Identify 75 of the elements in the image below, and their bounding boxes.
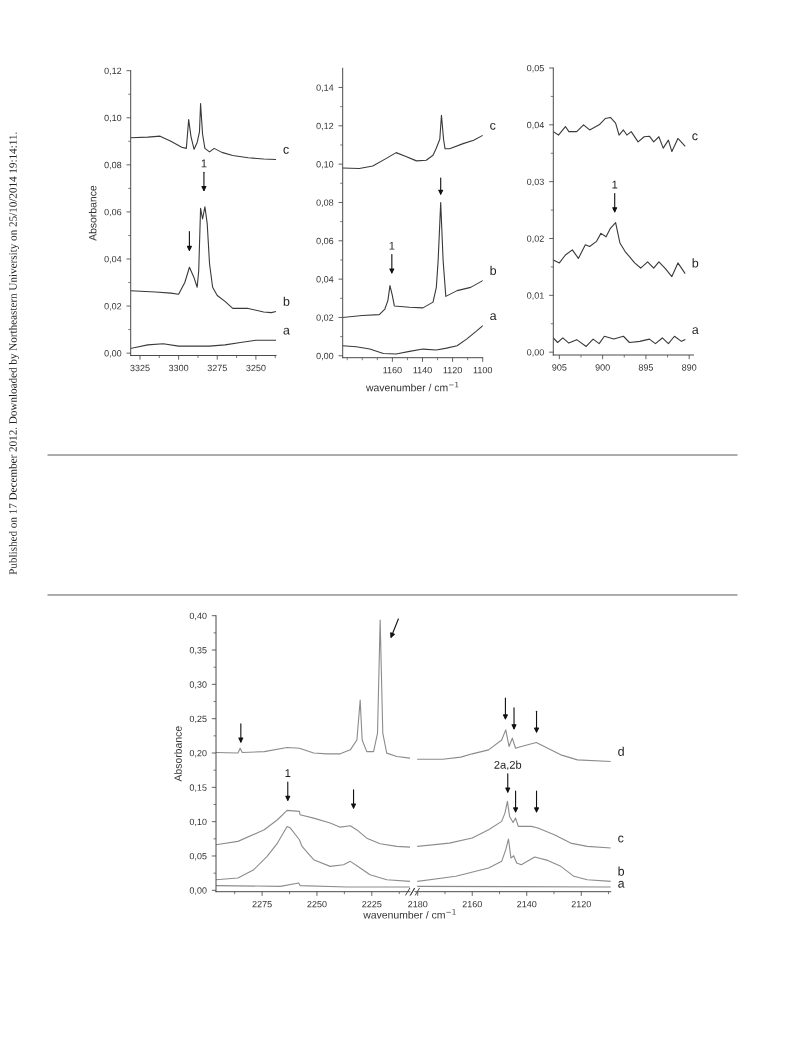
y-tick-label: 0,25 (189, 715, 207, 724)
text: Published on 17 December 2012. Downloaded by Northeastern University on 25/10/2014 19:14:11. (8, 132, 20, 575)
y-tick-label: 0,00 (527, 349, 544, 357)
x-tick-label: 2225 (362, 900, 382, 908)
y-tick-label: 0,04 (316, 276, 334, 284)
y-tick-label: 0,12 (316, 122, 334, 131)
y-tick-label: 0,02 (316, 314, 334, 322)
annotation: 1 (201, 159, 207, 168)
x-tick-label: 2140 (517, 900, 537, 908)
series-label: c (283, 146, 289, 154)
x-tick-label: 3300 (168, 364, 189, 372)
line-series (216, 619, 410, 759)
y-tick-label: 0,05 (527, 64, 544, 73)
y-tick-label: 0,04 (104, 255, 122, 264)
x-tick-label: 2250 (307, 900, 327, 908)
x-tick-label: 1160 (383, 366, 402, 374)
y-tick-label: 0,01 (527, 292, 544, 300)
y-tick-label: 0,06 (104, 208, 122, 217)
series-label: b (692, 258, 699, 268)
x-tick-label: 1140 (413, 366, 432, 374)
y-tick-label: 0,35 (189, 647, 207, 655)
x-tick-label: 2120 (571, 900, 591, 908)
y-tick-label: 0,04 (527, 121, 545, 130)
series-label: a (692, 327, 699, 335)
series-label: c (692, 133, 698, 141)
y-tick-label: 0,00 (189, 887, 207, 895)
y-tick-label: 0,10 (104, 114, 122, 123)
y-tick-label: 0,00 (104, 350, 122, 358)
series-label: c (490, 122, 496, 130)
y-tick-label: 0,20 (189, 749, 207, 758)
x-tick-label: 890 (682, 364, 697, 371)
series-label: d (618, 746, 624, 756)
x-tick-label: 3325 (130, 364, 150, 372)
x-tick-label: 2160 (462, 900, 482, 908)
y-tick-label: 0,05 (189, 852, 207, 861)
x-tick-label: 3275 (207, 364, 227, 372)
x-tick-label: 895 (638, 364, 654, 371)
annotation: 1 (612, 180, 618, 189)
y-tick-label: 0,08 (316, 199, 334, 207)
y-tick-label: 0,10 (316, 161, 334, 169)
y-tick-label: 0,15 (189, 784, 207, 792)
y-tick-label: 0,08 (104, 161, 122, 170)
x-tick-label: 3250 (246, 364, 266, 372)
x-tick-label: 2275 (252, 900, 272, 908)
series-label: a (618, 880, 625, 888)
x-tick-label: 905 (552, 364, 567, 371)
y-tick-label: 0,00 (316, 352, 334, 361)
series-label: a (283, 327, 290, 335)
annotation: 2a,2b (494, 760, 522, 771)
x-tick-label: 2180 (408, 900, 428, 908)
series-label: b (283, 296, 290, 306)
line-series (216, 809, 410, 848)
y-tick-label: 0,12 (104, 67, 122, 76)
y-tick-label: 0,02 (104, 303, 122, 311)
x-tick-label: 1100 (473, 366, 493, 374)
series-label: a (490, 313, 497, 321)
y-tick-label: 0,06 (316, 237, 334, 246)
series-label: b (618, 866, 625, 876)
y-tick-label: 0,03 (527, 178, 544, 187)
y-tick-label: 0,40 (189, 612, 207, 621)
x-tick-label: 1120 (443, 366, 462, 374)
x-axis-title: wavenumber / cm$^{−1}$ (365, 381, 459, 392)
y-tick-label: 0,30 (189, 681, 207, 689)
annotation: 1 (389, 241, 395, 250)
y-tick-label: 0,02 (527, 235, 544, 243)
y-axis-title: Absorbance (88, 185, 97, 241)
annotation: 1 (285, 769, 291, 777)
y-tick-label: 0,10 (189, 818, 207, 827)
series-label: c (618, 835, 624, 843)
y-axis-title: Absorbance (174, 726, 182, 782)
x-tick-label: 900 (595, 364, 610, 371)
series-label: b (490, 265, 497, 276)
x-axis-title: wavenumber / cm$^{−1}$ (363, 909, 456, 919)
line-series (216, 825, 410, 882)
y-tick-label: 0,14 (316, 84, 334, 92)
